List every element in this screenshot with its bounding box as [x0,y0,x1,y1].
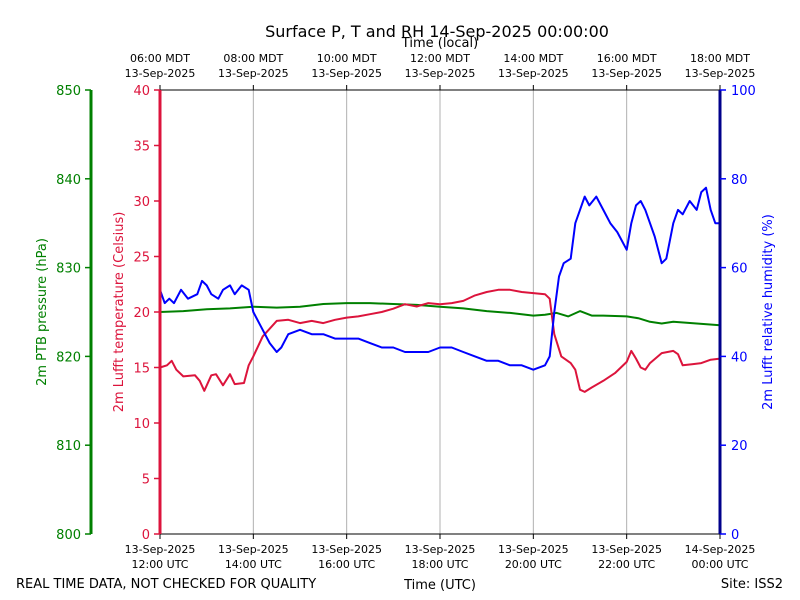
temperature-tick-label: 15 [133,362,150,377]
gridlines [252,90,628,534]
series-layer [159,186,721,393]
top-tick-label: 13-Sep-2025 [405,67,476,80]
pressure-tick-label: 800 [56,528,81,543]
humidity-series-line [159,186,720,371]
temperature-tick-label: 30 [133,195,150,210]
x-tick-label: 22:00 UTC [598,558,655,571]
temperature-axis-label: 2m Lufft temperature (Celsius) [112,212,127,413]
top-tick-label: 13-Sep-2025 [218,67,289,80]
pressure-series-line [159,302,721,327]
x-tick-label: 14:00 UTC [225,558,282,571]
humidity-tick-label: 80 [731,173,748,188]
top-axis-label: Time (local) [401,36,478,51]
x-tick-label: 13-Sep-2025 [311,543,382,556]
pressure-axis-label: 2m PTB pressure (hPa) [35,238,50,386]
x-tick-label: 13-Sep-2025 [218,543,289,556]
top-tick-label: 13-Sep-2025 [125,67,196,80]
x-tick-label: 13-Sep-2025 [405,543,476,556]
top-tick-label: 13-Sep-2025 [685,67,756,80]
x-tick-label: 20:00 UTC [505,558,562,571]
top-tick-label: 10:00 MDT [317,52,377,65]
axes-layer: 13-Sep-2025 12:00 UTC 13-Sep-2025 14:00 UTC… [35,52,776,571]
pressure-tick-label: 810 [56,439,81,454]
humidity-tick-label: 20 [731,439,748,454]
x-tick-label: 13-Sep-2025 [498,543,569,556]
pressure-tick-label: 830 [56,262,81,277]
top-tick-label: 18:00 MDT [690,52,750,65]
x-tick-label: 13-Sep-2025 [125,543,196,556]
top-tick-label: 13-Sep-2025 [591,67,662,80]
temperature-tick-label: 25 [133,251,150,266]
site-label: Site: ISS2 [721,577,783,592]
x-tick-label: 14-Sep-2025 [685,543,756,556]
top-tick-label: 14:00 MDT [503,52,563,65]
temperature-tick-label: 20 [133,306,150,321]
humidity-axis-label: 2m Lufft relative humidity (%) [761,214,776,410]
x-tick-label: 00:00 UTC [691,558,748,571]
x-axis-label: Time (UTC) [403,578,476,593]
top-tick-label: 16:00 MDT [597,52,657,65]
pressure-tick-label: 840 [56,173,81,188]
x-tick-label: 13-Sep-2025 [591,543,662,556]
quality-footer: REAL TIME DATA, NOT CHECKED FOR QUALITY [16,577,316,592]
temperature-tick-label: 0 [142,528,150,543]
chart-title: Surface P, T and RH 14-Sep-2025 00:00:00 [265,22,609,41]
pressure-tick-label: 820 [56,350,81,365]
temperature-tick-label: 10 [133,417,150,432]
x-tick-label: 16:00 UTC [318,558,375,571]
top-tick-label: 12:00 MDT [410,52,470,65]
top-tick-label: 08:00 MDT [223,52,283,65]
top-tick-label: 13-Sep-2025 [498,67,569,80]
temperature-series-line [159,288,721,393]
humidity-tick-label: 100 [731,84,756,99]
top-tick-label: 13-Sep-2025 [311,67,382,80]
top-tick-label: 06:00 MDT [130,52,190,65]
temperature-tick-label: 5 [142,473,150,488]
humidity-tick-label: 0 [731,528,739,543]
humidity-tick-label: 60 [731,262,748,277]
pressure-tick-label: 850 [56,84,81,99]
temperature-tick-label: 35 [133,140,150,155]
x-tick-label: 18:00 UTC [411,558,468,571]
x-tick-label: 12:00 UTC [131,558,188,571]
humidity-tick-label: 40 [731,350,748,365]
temperature-tick-label: 40 [133,84,150,99]
